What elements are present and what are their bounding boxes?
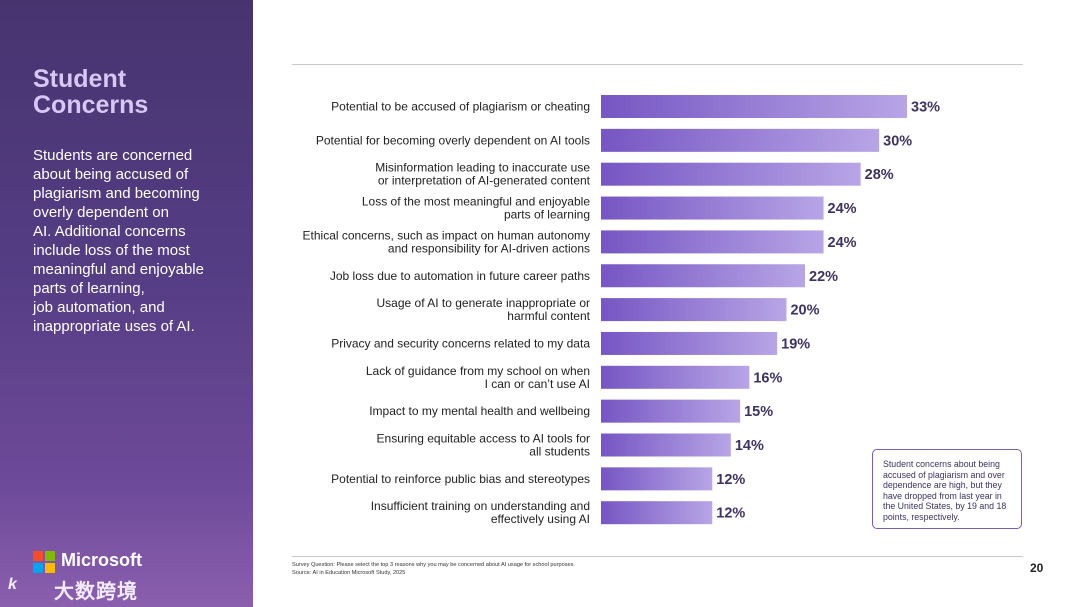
category-label: Lack of guidance from my school on when (366, 364, 590, 378)
category-label: effectively using AI (491, 512, 590, 526)
value-label: 12% (716, 506, 745, 522)
category-label: Misinformation leading to inaccurate use (375, 161, 590, 175)
sidebar-title: Student Concerns (33, 66, 233, 118)
category-label: Insufficient training on understanding a… (371, 499, 590, 513)
bar (601, 95, 907, 118)
sidebar-title-line: Concerns (33, 91, 149, 119)
logo-square-red (33, 551, 43, 561)
category-label: Potential to reinforce public bias and s… (331, 472, 590, 486)
category-label: Privacy and security concerns related to… (331, 336, 590, 350)
category-label: Loss of the most meaningful and enjoyabl… (362, 195, 590, 209)
category-label: harmful content (507, 309, 590, 323)
category-label: Job loss due to automation in future car… (330, 269, 590, 283)
category-label: Ensuring equitable access to AI tools fo… (377, 432, 590, 446)
category-label: or interpretation of AI-generated conten… (378, 174, 591, 188)
summary-line: Students are concerned (33, 147, 193, 164)
summary-line: meaningful and enjoyable (33, 261, 204, 278)
value-label: 12% (716, 472, 745, 488)
value-label: 20% (790, 303, 819, 319)
value-label: 24% (828, 201, 857, 217)
top-divider (292, 64, 1023, 65)
category-label: all students (529, 445, 590, 459)
value-label: 15% (744, 404, 773, 420)
page-number: 20 (1030, 561, 1044, 575)
value-label: 28% (865, 167, 894, 183)
value-label: 24% (828, 235, 857, 251)
value-label: 22% (809, 269, 838, 285)
value-label: 14% (735, 438, 764, 454)
bar (601, 331, 778, 355)
category-label: I can or can’t use AI (485, 377, 590, 391)
summary-line: plagiarism and becoming (33, 185, 200, 202)
category-label: Potential to be accused of plagiarism or… (331, 100, 590, 114)
category-label: Usage of AI to generate inappropriate or (377, 296, 590, 310)
value-label: 30% (883, 133, 912, 149)
summary-line: AI. Additional concerns (33, 223, 186, 240)
summary-line: about being accused of (33, 166, 189, 183)
survey-question: Survey Question: Please select the top 3… (292, 562, 575, 568)
bar (601, 298, 787, 322)
category-label: Impact to my mental health and wellbeing (369, 404, 590, 418)
value-label: 33% (911, 100, 940, 116)
category-label: Ethical concerns, such as impact on huma… (303, 228, 590, 242)
callout-line: accused of plagiarism and over (883, 469, 1005, 480)
callout-line: dependence are high, but they (883, 480, 1002, 491)
summary-line: include loss of the most (33, 242, 190, 259)
logo-square-blue (33, 563, 43, 573)
callout-line: have dropped from last year in (883, 490, 1002, 501)
microsoft-logo-icon (33, 551, 55, 573)
value-label: 16% (753, 370, 782, 386)
bar (601, 467, 713, 491)
sidebar-title-line: Student (33, 65, 127, 93)
callout-line: Student concerns about being (883, 459, 1000, 469)
watermark-text: 大数跨境 (54, 581, 138, 603)
callout-line: points, respectively. (883, 511, 960, 522)
bar (601, 230, 824, 254)
value-label: 19% (781, 336, 810, 352)
bar (601, 501, 713, 525)
chart-bars: 33% Potential to be accused of plagiarism… (303, 95, 940, 526)
bar (601, 162, 861, 186)
category-label: and responsibility for AI-driven actions (388, 241, 590, 255)
logo-square-yellow (45, 563, 55, 573)
summary-line: inappropriate uses of AI. (33, 318, 195, 335)
bar (601, 128, 880, 152)
bar (601, 196, 824, 220)
logo-square-green (45, 551, 55, 561)
summary-line: parts of learning, (33, 280, 145, 297)
source-note: Source: AI in Education Microsoft Study,… (292, 570, 406, 576)
bottom-divider (292, 556, 1023, 557)
sidebar-summary: Students are concerned about being accus… (33, 146, 223, 336)
summary-line: overly dependent on (33, 204, 169, 221)
bar (601, 433, 731, 457)
category-label: parts of learning (504, 208, 590, 222)
watermark-icon: k (8, 576, 17, 593)
bar (601, 399, 741, 423)
footnote: Survey Question: Please select the top 3… (292, 561, 792, 577)
bar (601, 264, 805, 288)
callout-line: the United States, by 19 and 18 (883, 501, 1007, 512)
sidebar-panel: Student Concerns Students are concerned … (0, 0, 253, 607)
category-label: Potential for becoming overly dependent … (316, 133, 590, 147)
microsoft-logo: Microsoft (33, 549, 143, 573)
microsoft-logo-text: Microsoft (61, 550, 142, 570)
callout-box: Student concerns about being accused of … (872, 449, 1022, 529)
watermark: k 大数跨境 (8, 574, 148, 603)
summary-line: job automation, and (33, 299, 165, 316)
bar (601, 365, 750, 389)
